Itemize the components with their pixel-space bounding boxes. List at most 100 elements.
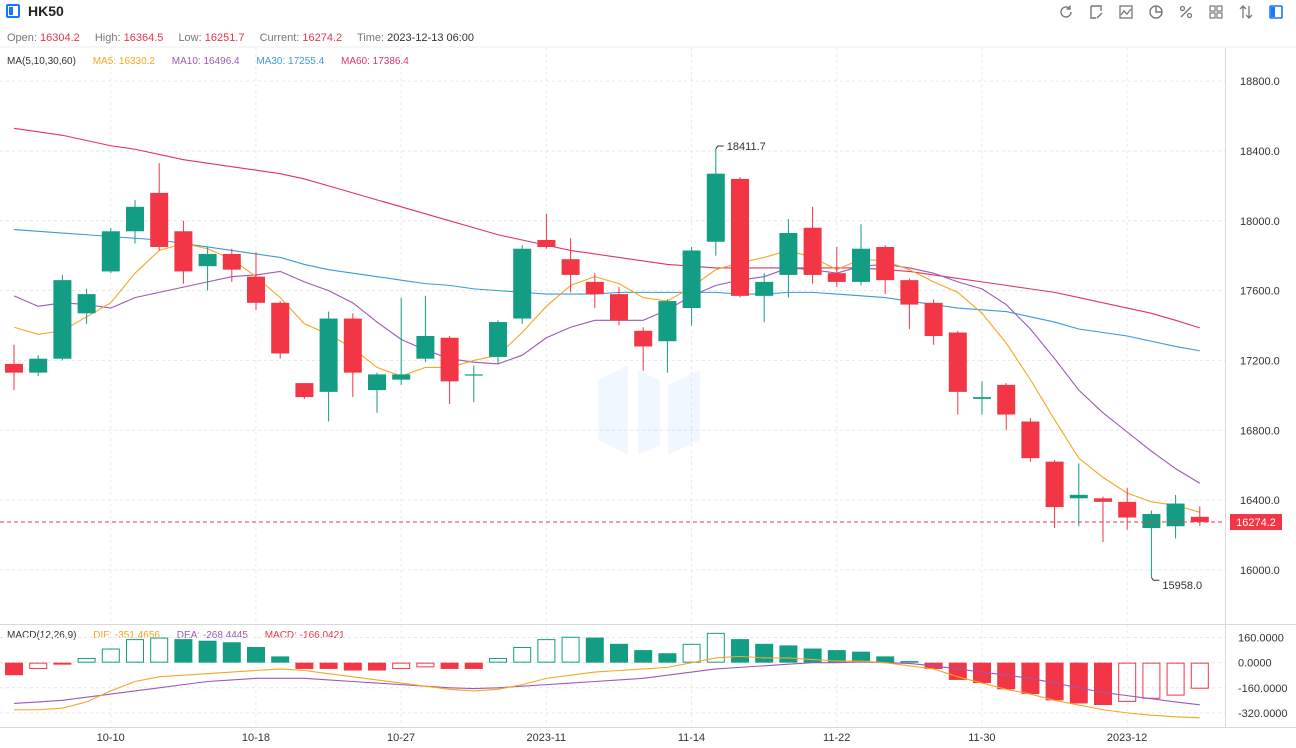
- candle-body[interactable]: [150, 192, 169, 247]
- panel-icon[interactable]: [6, 4, 20, 18]
- macd-bar[interactable]: [416, 662, 435, 668]
- candle-body[interactable]: [416, 336, 435, 359]
- candle-body[interactable]: [77, 294, 96, 314]
- candle-body[interactable]: [392, 374, 411, 380]
- candle-body[interactable]: [247, 276, 265, 303]
- candle-body[interactable]: [1142, 514, 1161, 528]
- candle-body[interactable]: [1190, 516, 1209, 523]
- candle-body[interactable]: [513, 248, 532, 319]
- macd-bar[interactable]: [682, 643, 701, 663]
- candle-body[interactable]: [973, 397, 991, 399]
- candle-body[interactable]: [610, 294, 628, 321]
- candle-body[interactable]: [803, 227, 822, 275]
- candle-body[interactable]: [561, 259, 580, 275]
- candle-body[interactable]: [126, 206, 144, 232]
- macd-bar[interactable]: [174, 639, 193, 663]
- macd-bar[interactable]: [319, 662, 338, 669]
- candle-body[interactable]: [755, 281, 774, 296]
- macd-bar[interactable]: [731, 639, 749, 663]
- area-chart-icon[interactable]: [1114, 2, 1138, 22]
- candle-body[interactable]: [1094, 498, 1112, 502]
- macd-bar[interactable]: [997, 662, 1016, 690]
- candle-body[interactable]: [53, 280, 72, 359]
- candle-body[interactable]: [1021, 421, 1040, 459]
- macd-bar[interactable]: [1094, 662, 1112, 706]
- macd-bar[interactable]: [658, 653, 677, 663]
- macd-bar[interactable]: [1166, 662, 1185, 696]
- macd-bar[interactable]: [610, 643, 628, 663]
- macd-bar[interactable]: [343, 662, 362, 671]
- candle-body[interactable]: [706, 173, 725, 242]
- sidebar-icon[interactable]: [1264, 2, 1288, 22]
- draw-icon[interactable]: [1084, 2, 1108, 22]
- macd-bar[interactable]: [634, 650, 653, 663]
- candle-body[interactable]: [900, 280, 919, 305]
- candle-body[interactable]: [731, 178, 749, 296]
- candle-body[interactable]: [5, 363, 23, 373]
- macd-bar[interactable]: [77, 657, 96, 663]
- macd-bar[interactable]: [1142, 662, 1161, 699]
- pie-chart-icon[interactable]: [1144, 2, 1168, 22]
- candle-body[interactable]: [924, 302, 943, 336]
- candle-body[interactable]: [174, 231, 193, 272]
- candle-body[interactable]: [368, 374, 386, 391]
- candle-body[interactable]: [682, 250, 701, 309]
- refresh-icon[interactable]: [1054, 2, 1078, 22]
- candle-body[interactable]: [222, 253, 241, 270]
- candle-body[interactable]: [1166, 503, 1185, 527]
- macd-bar[interactable]: [876, 656, 895, 663]
- candle-body[interactable]: [440, 337, 459, 382]
- macd-bar[interactable]: [1190, 662, 1209, 689]
- macd-bar[interactable]: [852, 651, 870, 663]
- macd-bar[interactable]: [489, 657, 507, 663]
- compare-icon[interactable]: [1234, 2, 1258, 22]
- candle-body[interactable]: [319, 318, 338, 392]
- macd-bar[interactable]: [1118, 662, 1137, 702]
- macd-bar[interactable]: [53, 662, 72, 665]
- candle-body[interactable]: [489, 322, 507, 357]
- macd-bar[interactable]: [368, 662, 386, 671]
- macd-bar[interactable]: [29, 662, 48, 669]
- macd-bar[interactable]: [271, 656, 290, 663]
- candle-body[interactable]: [779, 233, 798, 275]
- macd-bar[interactable]: [827, 650, 846, 663]
- candle-body[interactable]: [658, 301, 677, 342]
- candle-body[interactable]: [585, 281, 604, 295]
- macd-bar[interactable]: [198, 640, 217, 663]
- layout-icon[interactable]: [1204, 2, 1228, 22]
- macd-bar[interactable]: [247, 646, 265, 663]
- macd-bar[interactable]: [779, 645, 798, 663]
- macd-bar[interactable]: [537, 639, 556, 663]
- candle-body[interactable]: [852, 248, 870, 282]
- macd-bar[interactable]: [1045, 662, 1064, 701]
- macd-bar[interactable]: [150, 637, 169, 663]
- candle-body[interactable]: [343, 318, 362, 373]
- macd-bar[interactable]: [440, 662, 459, 669]
- candle-body[interactable]: [101, 231, 120, 272]
- candle-body[interactable]: [1045, 461, 1064, 508]
- macd-bar[interactable]: [392, 662, 411, 669]
- candle-body[interactable]: [634, 330, 653, 347]
- candle-body[interactable]: [198, 253, 217, 267]
- candle-body[interactable]: [1118, 501, 1137, 518]
- macd-bar[interactable]: [706, 632, 725, 663]
- macd-bar[interactable]: [222, 642, 241, 663]
- macd-bar[interactable]: [561, 636, 580, 663]
- macd-bar[interactable]: [101, 648, 120, 663]
- macd-bar[interactable]: [803, 648, 822, 663]
- candle-body[interactable]: [537, 240, 556, 247]
- macd-bar[interactable]: [585, 637, 604, 663]
- candle-body[interactable]: [997, 384, 1016, 415]
- macd-bar[interactable]: [126, 639, 144, 663]
- macd-bar[interactable]: [464, 662, 483, 669]
- candle-body[interactable]: [827, 273, 846, 282]
- candle-body[interactable]: [464, 374, 483, 376]
- candle-body[interactable]: [948, 332, 967, 392]
- candle-body[interactable]: [1069, 494, 1088, 499]
- percent-icon[interactable]: [1174, 2, 1198, 22]
- macd-bar[interactable]: [5, 662, 23, 676]
- macd-bar[interactable]: [900, 661, 919, 663]
- candle-body[interactable]: [876, 246, 895, 281]
- candle-body[interactable]: [29, 358, 48, 373]
